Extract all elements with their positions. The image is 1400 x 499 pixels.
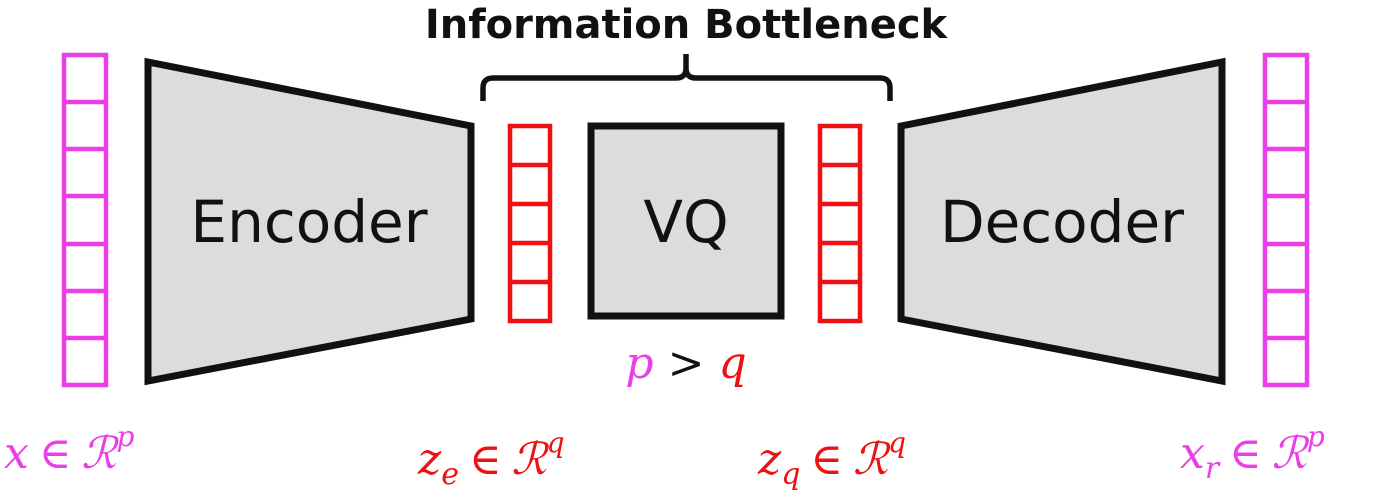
input-vector-frame xyxy=(61,52,109,388)
zq-sub: q xyxy=(781,457,800,492)
output-vector xyxy=(1262,52,1310,388)
decoder-label: Decoder xyxy=(940,188,1184,256)
output-sub: r xyxy=(1205,451,1221,486)
input-label: x ∈ ℛp xyxy=(4,420,135,479)
zq-space: ℛ xyxy=(853,434,891,485)
input-vector xyxy=(61,52,109,388)
output-space: ℛ xyxy=(1272,428,1310,479)
ze-space: ℛ xyxy=(512,434,550,485)
bottleneck-brace xyxy=(480,54,893,101)
input-var: x xyxy=(4,428,29,479)
output-label: xr ∈ ℛp xyxy=(1180,420,1325,486)
decoder-block xyxy=(897,57,1226,386)
output-in: ∈ xyxy=(1229,428,1262,479)
ze-sub: e xyxy=(441,457,459,492)
zq-vector xyxy=(817,123,863,324)
output-sup: p xyxy=(1307,420,1325,453)
zq-label: zq ∈ ℛq xyxy=(757,426,906,492)
inequality-right: q xyxy=(718,338,746,389)
ze-sup: q xyxy=(547,426,565,459)
vq-block xyxy=(587,122,785,320)
encoder-label: Encoder xyxy=(190,188,427,256)
ze-var: z xyxy=(417,434,442,485)
encoder-block xyxy=(144,57,475,386)
input-in: ∈ xyxy=(39,428,72,479)
inequality-operator: > xyxy=(668,338,705,389)
input-sup: p xyxy=(117,420,135,453)
input-space: ℛ xyxy=(81,428,119,479)
dimension-inequality: p > q xyxy=(625,338,746,389)
output-vector-frame xyxy=(1262,52,1310,388)
output-var: x xyxy=(1180,428,1205,479)
ze-in: ∈ xyxy=(469,434,502,485)
ze-vector xyxy=(507,123,553,324)
inequality-left: p xyxy=(625,338,653,389)
vq-label: VQ xyxy=(643,188,728,256)
zq-in: ∈ xyxy=(810,434,843,485)
zq-sup: q xyxy=(888,426,906,459)
ze-vector-frame xyxy=(507,123,553,324)
zq-var: z xyxy=(757,434,782,485)
zq-vector-frame xyxy=(817,123,863,324)
diagram-title: Information Bottleneck xyxy=(425,2,949,48)
ze-label: ze ∈ ℛq xyxy=(417,426,565,492)
